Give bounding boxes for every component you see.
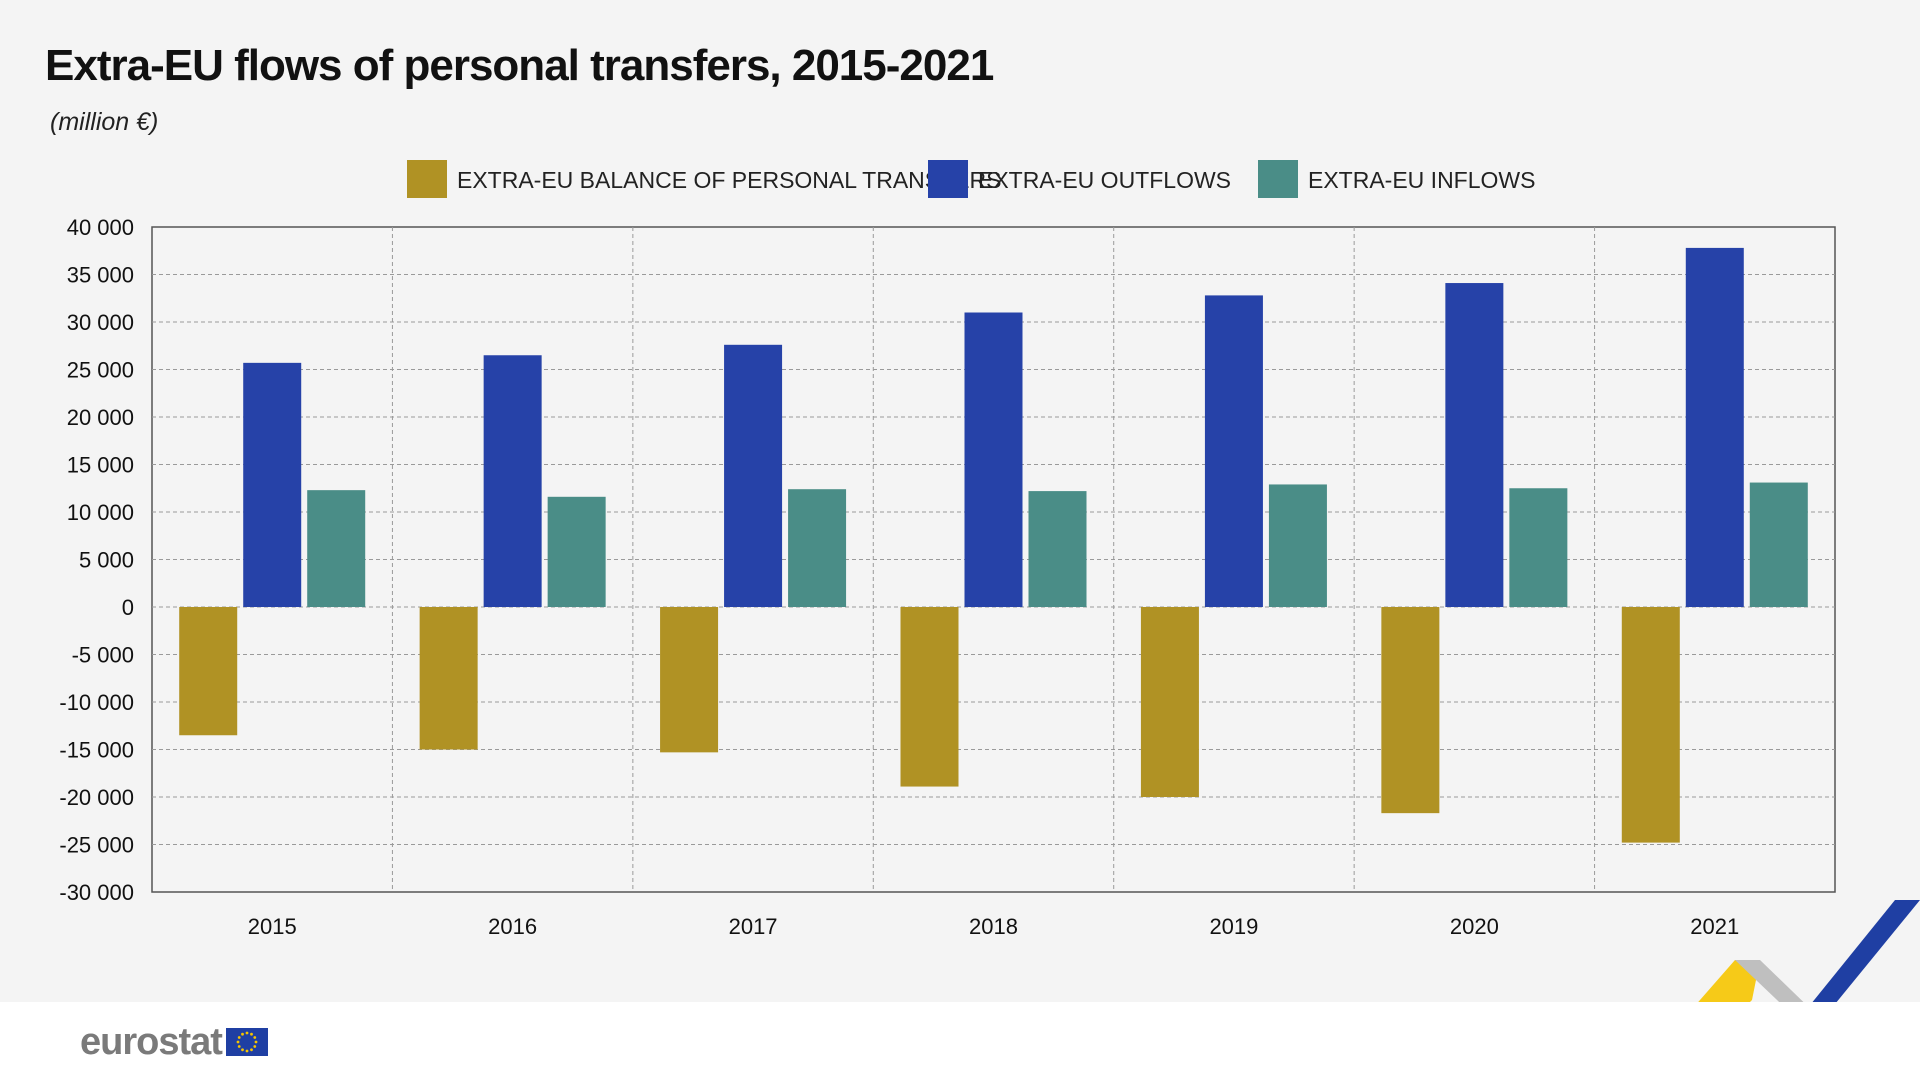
legend-label: EXTRA-EU OUTFLOWS — [978, 167, 1231, 193]
bar-inflows — [788, 489, 847, 607]
y-tick-label: 30 000 — [67, 310, 134, 335]
bar-inflows — [1268, 484, 1327, 607]
y-tick-label: -25 000 — [59, 833, 134, 858]
bar-outflows — [1685, 247, 1744, 607]
y-tick-label: 20 000 — [67, 405, 134, 430]
y-tick-label: 5 000 — [79, 548, 134, 573]
y-tick-label: 15 000 — [67, 453, 134, 478]
x-tick-label: 2016 — [488, 914, 537, 939]
bar-balance — [660, 607, 719, 753]
y-tick-label: -30 000 — [59, 880, 134, 905]
y-tick-label: -15 000 — [59, 738, 134, 763]
bar-balance — [1140, 607, 1199, 797]
x-axis: 2015 2016 2017 2018 2019 2020 2021 — [248, 914, 1740, 939]
y-tick-label: -20 000 — [59, 785, 134, 810]
x-tick-label: 2021 — [1690, 914, 1739, 939]
eu-flag-icon — [225, 1028, 268, 1056]
brand-name: eurostat — [80, 1020, 223, 1063]
x-tick-label: 2020 — [1450, 914, 1499, 939]
legend: EXTRA-EU BALANCE OF PERSONAL TRANSFERSEX… — [407, 160, 1535, 198]
bar-inflows — [1028, 491, 1087, 607]
bar-inflows — [1509, 488, 1568, 607]
chart-title: Extra-EU flows of personal transfers, 20… — [45, 41, 994, 90]
bar-inflows — [547, 496, 606, 607]
bar-balance — [1381, 607, 1440, 814]
x-tick-label: 2019 — [1209, 914, 1258, 939]
bar-balance — [179, 607, 238, 736]
legend-swatch — [1258, 160, 1298, 198]
y-tick-label: -10 000 — [59, 690, 134, 715]
bar-balance — [900, 607, 959, 787]
bar-outflows — [724, 344, 783, 607]
bar-balance — [419, 607, 478, 750]
bar-outflows — [964, 312, 1023, 607]
bars — [179, 247, 1808, 843]
legend-label: EXTRA-EU INFLOWS — [1308, 167, 1535, 193]
chart-subtitle: (million €) — [50, 108, 158, 136]
legend-swatch — [928, 160, 968, 198]
y-axis: 40 000 35 000 30 000 25 000 20 000 15 000 10 0… — [59, 215, 134, 905]
y-tick-label: 35 000 — [67, 263, 134, 288]
bar-balance — [1621, 607, 1680, 843]
footer — [0, 1002, 1920, 1080]
legend-swatch — [407, 160, 447, 198]
y-tick-label: -5 000 — [72, 643, 134, 668]
bar-inflows — [307, 490, 366, 607]
y-tick-label: 40 000 — [67, 215, 134, 240]
x-tick-label: 2017 — [729, 914, 778, 939]
x-tick-label: 2015 — [248, 914, 297, 939]
bar-outflows — [1445, 283, 1504, 607]
bar-inflows — [1749, 482, 1808, 607]
x-tick-label: 2018 — [969, 914, 1018, 939]
y-tick-label: 25 000 — [67, 358, 134, 383]
eurostat-logo: eurostat — [80, 1020, 268, 1064]
legend-label: EXTRA-EU BALANCE OF PERSONAL TRANSFERS — [457, 167, 1001, 193]
y-tick-label: 0 — [122, 595, 134, 620]
y-tick-label: 10 000 — [67, 500, 134, 525]
bar-outflows — [1204, 295, 1263, 607]
bar-outflows — [243, 362, 302, 607]
bar-outflows — [483, 355, 542, 607]
